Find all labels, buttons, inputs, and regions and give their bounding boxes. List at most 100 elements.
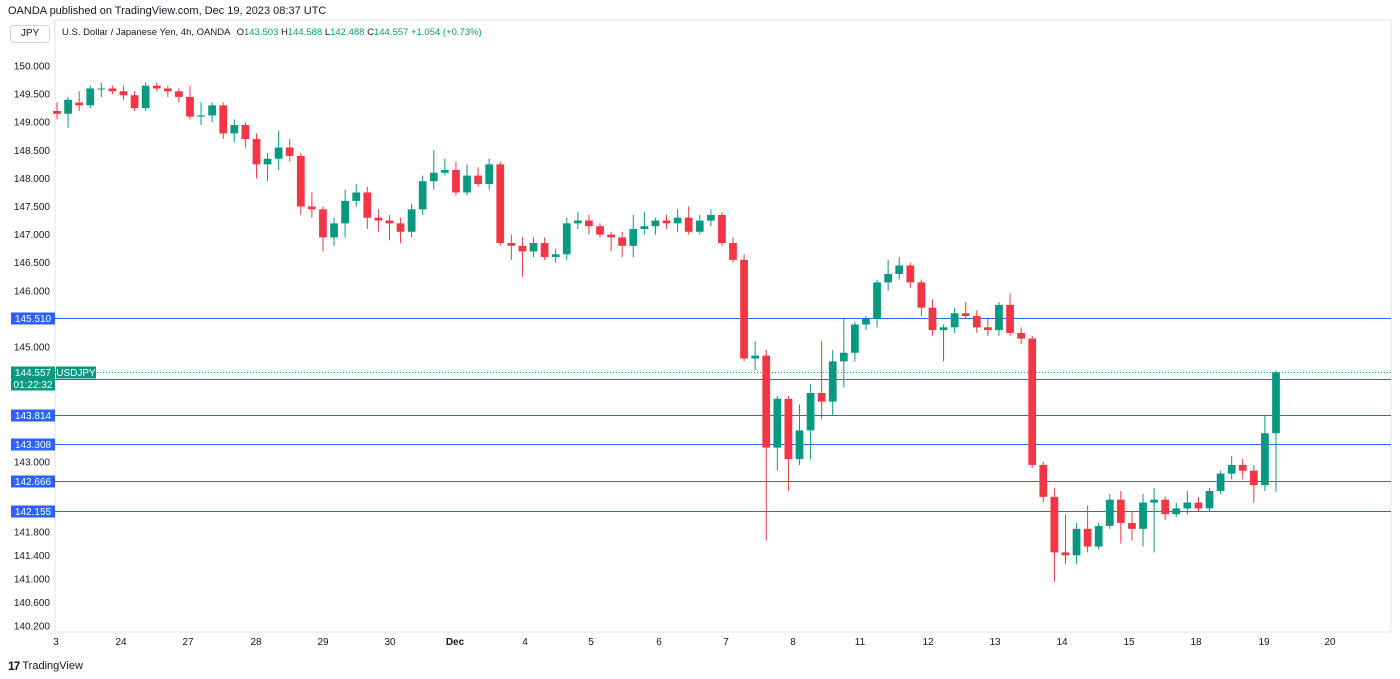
candle[interactable] <box>573 212 582 229</box>
candle[interactable] <box>1150 488 1158 553</box>
candle[interactable] <box>241 122 250 148</box>
candle[interactable] <box>695 214 704 235</box>
candle[interactable] <box>1072 522 1081 565</box>
candle[interactable] <box>1083 505 1092 553</box>
candle[interactable] <box>163 85 172 97</box>
candle[interactable] <box>950 307 959 333</box>
candle[interactable] <box>1017 327 1025 345</box>
candle[interactable] <box>895 257 904 280</box>
candle[interactable] <box>828 349 837 416</box>
candle[interactable] <box>86 85 95 109</box>
candle[interactable] <box>119 85 128 100</box>
candle[interactable] <box>873 279 881 328</box>
candle[interactable] <box>983 318 992 336</box>
candle[interactable] <box>1094 522 1103 550</box>
candle[interactable] <box>152 82 161 92</box>
candle[interactable] <box>130 91 139 111</box>
candle[interactable] <box>396 217 405 244</box>
candle[interactable] <box>972 310 981 333</box>
candle[interactable] <box>806 384 815 460</box>
candle[interactable] <box>64 96 72 128</box>
candle[interactable] <box>862 316 870 331</box>
candle[interactable] <box>429 150 438 190</box>
candle[interactable] <box>75 91 84 111</box>
candle[interactable] <box>518 237 527 277</box>
candle[interactable] <box>839 318 848 388</box>
candle[interactable] <box>540 237 549 260</box>
candle[interactable] <box>884 259 893 291</box>
candle[interactable] <box>330 217 338 246</box>
candle[interactable] <box>1227 456 1236 480</box>
candle[interactable] <box>1272 370 1280 492</box>
candle[interactable] <box>618 231 627 258</box>
candle[interactable] <box>762 349 771 541</box>
candle[interactable] <box>640 212 649 235</box>
candle[interactable] <box>1116 491 1125 544</box>
candle[interactable] <box>285 139 294 162</box>
candle[interactable] <box>1139 493 1147 547</box>
candle[interactable] <box>585 214 593 235</box>
candle[interactable] <box>97 82 106 97</box>
candle[interactable] <box>1006 293 1014 336</box>
candle[interactable] <box>108 85 117 95</box>
candle[interactable] <box>252 133 261 179</box>
candle[interactable] <box>141 82 150 111</box>
candle[interactable] <box>1249 464 1258 503</box>
candle[interactable] <box>718 212 726 246</box>
candle[interactable] <box>1061 514 1070 565</box>
candle[interactable] <box>1105 493 1114 529</box>
candle[interactable] <box>197 102 205 126</box>
candle[interactable] <box>1238 459 1247 480</box>
candle[interactable] <box>1183 491 1192 515</box>
candle[interactable] <box>607 231 615 252</box>
candle[interactable] <box>274 130 283 170</box>
candle[interactable] <box>673 209 682 232</box>
candle[interactable] <box>175 88 183 103</box>
candle[interactable] <box>485 158 494 190</box>
candle[interactable] <box>385 214 394 241</box>
candle[interactable] <box>1216 470 1225 494</box>
candle[interactable] <box>562 217 571 260</box>
candle[interactable] <box>374 209 383 232</box>
candle[interactable] <box>352 184 361 207</box>
footer-branding[interactable]: 17 TradingView <box>8 659 83 673</box>
symbol-box[interactable]: JPY <box>10 25 50 43</box>
candle[interactable] <box>851 321 859 362</box>
candle[interactable] <box>463 164 471 196</box>
candle[interactable] <box>230 119 239 142</box>
candle[interactable] <box>1194 496 1203 512</box>
candle[interactable] <box>418 175 427 215</box>
candle[interactable] <box>1205 488 1214 512</box>
candle[interactable] <box>729 237 737 263</box>
candle[interactable] <box>363 186 372 229</box>
candle[interactable] <box>1172 502 1181 518</box>
candle[interactable] <box>684 206 693 235</box>
candle[interactable] <box>917 279 926 317</box>
candle[interactable] <box>551 248 560 263</box>
candle[interactable] <box>1039 462 1048 503</box>
candle[interactable] <box>186 85 194 120</box>
candle[interactable] <box>939 324 948 362</box>
candle[interactable] <box>319 206 327 252</box>
candle[interactable] <box>662 214 671 229</box>
candle[interactable] <box>1128 511 1136 541</box>
candle[interactable] <box>496 161 505 246</box>
candle[interactable] <box>961 302 970 319</box>
candle[interactable] <box>651 217 660 235</box>
candle[interactable] <box>629 214 638 258</box>
candle[interactable] <box>1261 416 1269 491</box>
candle[interactable] <box>740 254 748 362</box>
candle[interactable] <box>263 153 272 182</box>
candle[interactable] <box>1050 488 1059 582</box>
candle[interactable] <box>53 102 61 120</box>
candle[interactable] <box>906 262 915 288</box>
candle[interactable] <box>995 302 1003 336</box>
candle[interactable] <box>308 192 316 218</box>
candle[interactable] <box>784 395 793 491</box>
candle[interactable] <box>773 395 782 471</box>
candle[interactable] <box>817 341 826 419</box>
candle[interactable] <box>529 237 538 258</box>
candle[interactable] <box>407 203 416 238</box>
candle[interactable] <box>219 102 228 140</box>
candle[interactable] <box>296 153 305 215</box>
